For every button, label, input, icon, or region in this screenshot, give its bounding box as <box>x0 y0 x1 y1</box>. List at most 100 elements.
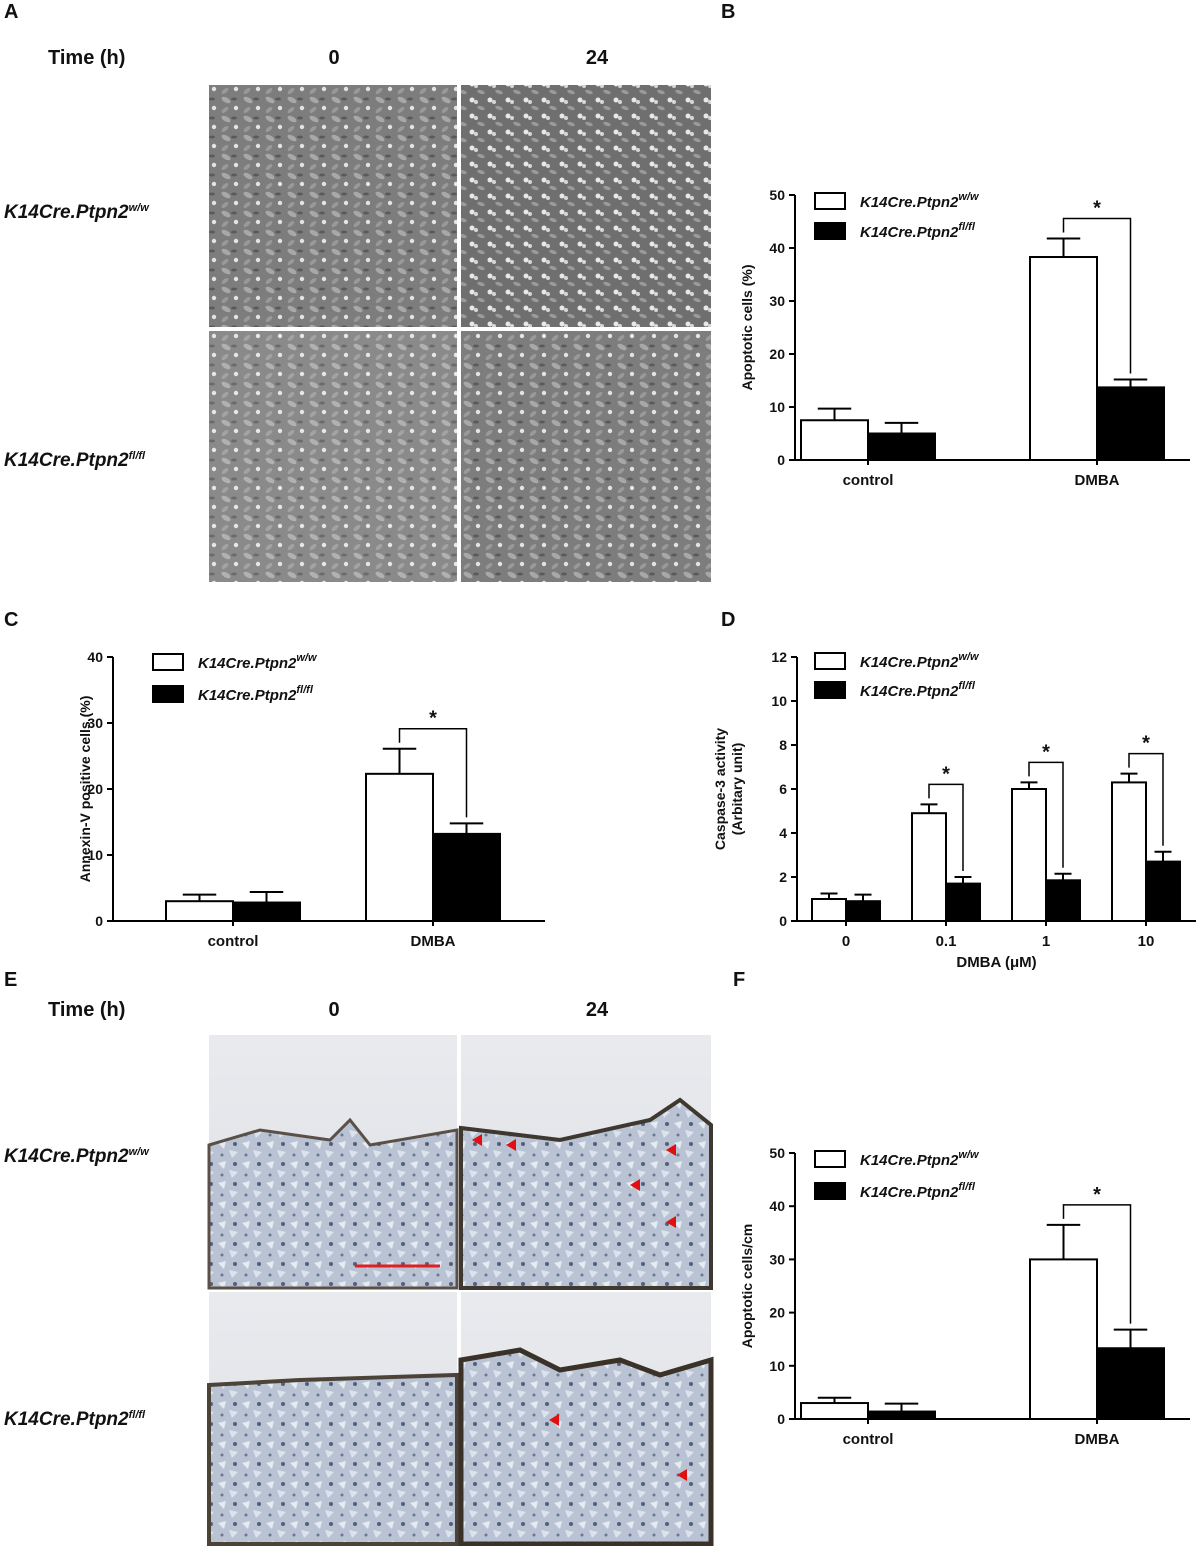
legend-swatch <box>814 222 846 240</box>
label-superscript: w/w <box>129 202 151 214</box>
y-tick-label: 0 <box>779 913 787 929</box>
legend-swatch <box>814 681 846 699</box>
y-tick-label: 8 <box>779 737 787 753</box>
label-superscript: fl/fl <box>958 1181 975 1193</box>
time-label: 0 <box>328 999 339 1021</box>
legend-label: K14Cre.Ptpn2w/w <box>860 191 980 211</box>
row-label: K14Cre.Ptpn2fl/fl <box>4 450 146 471</box>
y-tick-label: 40 <box>769 240 785 256</box>
significance-label: * <box>1093 197 1101 219</box>
panel-label: B <box>721 1 735 23</box>
row-label: K14Cre.Ptpn2fl/fl <box>4 1409 146 1430</box>
bar <box>800 1402 869 1421</box>
y-axis-label: Apoptotic cells (%) <box>739 264 755 390</box>
bar <box>1029 1258 1098 1421</box>
x-tick-label: control <box>843 1431 894 1448</box>
legend-swatch <box>152 685 184 703</box>
label-superscript: fl/fl <box>296 684 313 696</box>
time-label: 0 <box>328 47 339 69</box>
x-tick-label: control <box>843 472 894 489</box>
y-tick-label: 40 <box>87 649 103 665</box>
y-tick-label: 12 <box>771 649 787 665</box>
x-axis-label: DMBA (μM) <box>956 954 1036 971</box>
y-tick-label: 4 <box>779 825 787 841</box>
y-tick-label: 6 <box>779 781 787 797</box>
label-base: K14Cre.Ptpn2 <box>198 655 297 672</box>
significance-bracket <box>1128 752 1164 846</box>
legend-swatch <box>814 652 846 670</box>
y-tick-label: 0 <box>777 452 785 468</box>
label-base: K14Cre.Ptpn2 <box>4 202 129 223</box>
x-tick-label: control <box>208 933 259 950</box>
label-superscript: fl/fl <box>958 221 975 233</box>
legend-label: K14Cre.Ptpn2fl/fl <box>198 684 314 704</box>
y-tick-label: 30 <box>769 293 785 309</box>
bar <box>911 812 947 923</box>
significance-bracket <box>1062 1204 1132 1324</box>
significance-label: * <box>429 708 437 730</box>
significance-label: * <box>942 763 950 785</box>
y-tick-label: 0 <box>777 1411 785 1427</box>
y-axis-label: Annexin-V positive cells (%) <box>77 696 93 883</box>
y-tick-label: 40 <box>769 1198 785 1214</box>
label-superscript: w/w <box>296 652 318 664</box>
y-tick-label: 30 <box>769 1251 785 1267</box>
x-tick-label: 10 <box>1138 933 1155 950</box>
bar <box>232 901 301 923</box>
panel-label: E <box>4 969 17 991</box>
legend-label: K14Cre.Ptpn2w/w <box>860 1149 980 1169</box>
bar <box>1011 788 1047 922</box>
significance-bracket <box>1028 761 1064 868</box>
time-title: Time (h) <box>48 47 125 69</box>
x-tick-label: 0 <box>842 933 850 950</box>
x-tick-label: 0.1 <box>936 933 957 950</box>
label-base: K14Cre.Ptpn2 <box>4 1409 129 1430</box>
bar <box>811 898 847 922</box>
label-superscript: w/w <box>129 1146 151 1158</box>
label-base: K14Cre.Ptpn2 <box>860 194 959 211</box>
bar <box>1045 879 1081 922</box>
x-tick-label: DMBA <box>1075 1431 1120 1448</box>
bar <box>1029 256 1098 462</box>
y-tick-label: 20 <box>769 1305 785 1321</box>
time-label: 24 <box>586 999 609 1021</box>
label-superscript: fl/fl <box>958 680 975 692</box>
label-superscript: w/w <box>958 191 980 203</box>
bar <box>867 1410 936 1421</box>
label-base: K14Cre.Ptpn2 <box>198 687 297 704</box>
label-superscript: w/w <box>958 651 980 663</box>
significance-bracket <box>1062 217 1132 374</box>
histology <box>207 1035 714 1547</box>
label-base: K14Cre.Ptpn2 <box>860 1152 959 1169</box>
bar <box>867 432 936 461</box>
y-tick-label: 20 <box>87 781 103 797</box>
row-label: K14Cre.Ptpn2w/w <box>4 1146 150 1167</box>
micrograph <box>461 331 711 582</box>
bar <box>365 772 434 922</box>
micrograph <box>209 331 457 582</box>
panel-label: D <box>721 609 735 631</box>
significance-bracket <box>928 783 964 871</box>
y-tick-label: 0 <box>95 913 103 929</box>
micrograph <box>209 85 457 327</box>
bar <box>1096 386 1165 462</box>
bar <box>845 900 881 923</box>
legend-swatch <box>814 1150 846 1168</box>
bar <box>1111 781 1147 923</box>
label-base: K14Cre.Ptpn2 <box>4 450 129 471</box>
y-tick-label: 50 <box>769 187 785 203</box>
y-tick-label: 10 <box>87 847 103 863</box>
significance-label: * <box>1093 1184 1101 1206</box>
bar <box>165 900 234 923</box>
micrograph <box>461 85 711 327</box>
time-title: Time (h) <box>48 999 125 1021</box>
label-superscript: fl/fl <box>129 450 146 462</box>
legend-label: K14Cre.Ptpn2w/w <box>198 652 318 672</box>
time-label: 24 <box>586 47 609 69</box>
significance-bracket <box>398 727 468 818</box>
legend-swatch <box>814 192 846 210</box>
legend-swatch <box>814 1182 846 1200</box>
y-axis-label: Apoptotic cells/cm <box>739 1224 755 1348</box>
y-tick-label: 30 <box>87 715 103 731</box>
